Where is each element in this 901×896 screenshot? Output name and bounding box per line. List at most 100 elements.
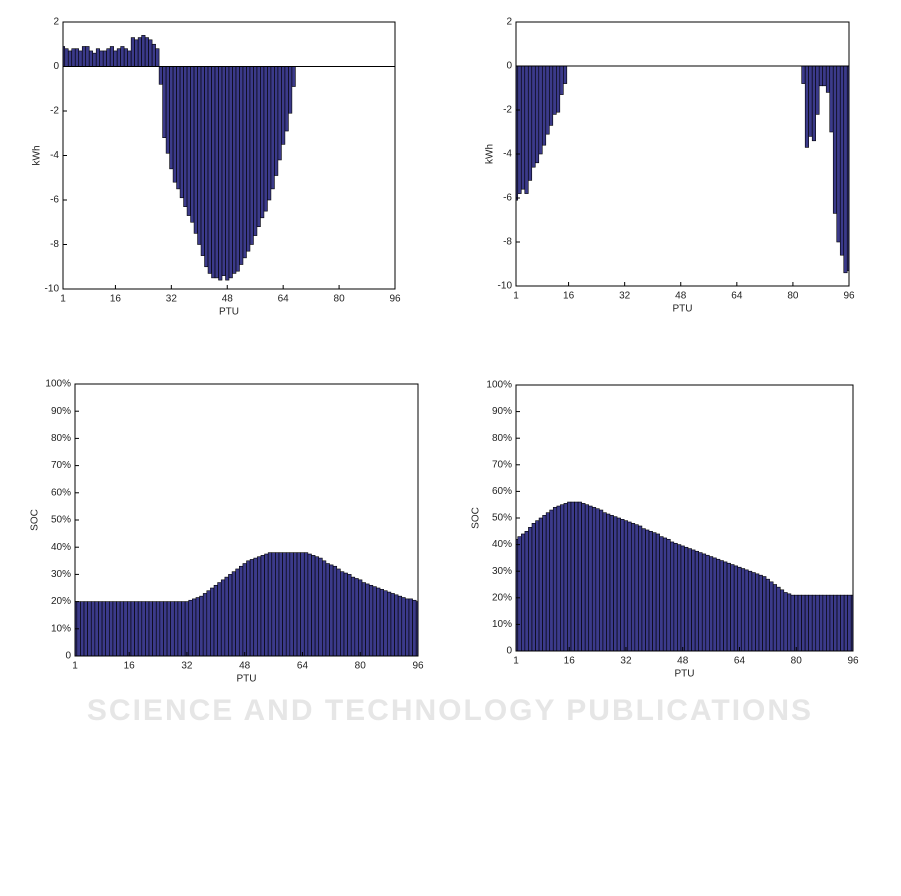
bar: [748, 570, 753, 651]
bar: [293, 552, 298, 656]
y-tick-label: 20%: [51, 596, 71, 607]
bar: [631, 523, 636, 651]
bar: [383, 590, 388, 656]
x-tick-label: 48: [677, 656, 689, 667]
bar: [772, 584, 778, 651]
bar: [235, 568, 240, 656]
bar: [783, 592, 788, 651]
bar: [242, 563, 247, 656]
bar: [659, 536, 664, 651]
bar: [517, 536, 522, 651]
bar: [620, 519, 625, 651]
bar: [127, 50, 132, 67]
bar: [563, 65, 568, 84]
bar: [638, 525, 643, 651]
bar: [284, 66, 289, 132]
y-tick-label: -8: [50, 239, 59, 250]
bar: [141, 35, 146, 67]
bar: [74, 48, 80, 67]
bar: [762, 576, 767, 651]
bar: [825, 65, 831, 93]
bar: [166, 601, 171, 656]
y-tick-label: 40%: [492, 539, 512, 550]
bar: [350, 576, 356, 656]
bar: [769, 581, 774, 651]
x-axis-label: PTU: [673, 304, 693, 315]
x-tick-label: 48: [239, 661, 251, 672]
y-tick-label: -2: [50, 106, 59, 117]
bar: [134, 39, 139, 67]
axes-box: [515, 21, 850, 287]
bar: [210, 587, 215, 656]
y-tick-label: 60%: [492, 486, 512, 497]
bar: [826, 594, 831, 651]
bar: [524, 530, 529, 651]
bar: [211, 66, 216, 279]
y-tick-label: -6: [50, 195, 59, 206]
bar: [120, 46, 125, 67]
bar: [88, 50, 93, 67]
x-tick-label: 96: [843, 291, 855, 302]
bar: [368, 584, 374, 656]
bar: [552, 507, 558, 651]
bar: [804, 65, 809, 148]
bar: [542, 65, 547, 146]
bar: [623, 520, 629, 651]
bar: [840, 594, 845, 651]
bar: [354, 578, 359, 656]
bar: [246, 560, 251, 656]
bar: [144, 37, 149, 67]
bar: [726, 562, 731, 651]
bar: [291, 66, 296, 87]
bar: [263, 66, 268, 212]
bar: [256, 66, 261, 227]
bar: [158, 66, 163, 85]
bar: [155, 48, 160, 67]
bar: [224, 576, 229, 656]
y-tick-label: 80%: [51, 433, 71, 444]
y-axis-label: SOC: [471, 507, 482, 529]
bar: [152, 601, 157, 656]
x-tick-label: 64: [297, 661, 309, 672]
x-tick-label: 64: [731, 291, 743, 302]
bar: [712, 557, 717, 651]
bar: [116, 48, 121, 67]
y-axis-label: kWh: [32, 146, 43, 166]
bar: [822, 65, 827, 87]
y-axis-label: kWh: [485, 144, 496, 164]
bar: [822, 594, 827, 651]
x-axis-label: PTU: [237, 674, 257, 685]
bar: [183, 66, 188, 207]
y-tick-label: 100%: [486, 380, 512, 391]
bar: [200, 66, 205, 256]
bar: [365, 583, 370, 656]
x-tick-label: 16: [110, 294, 122, 305]
x-tick-label: 80: [787, 291, 799, 302]
y-tick-label: -4: [50, 150, 59, 161]
bar: [282, 552, 287, 656]
y-tick-label: -6: [503, 193, 512, 204]
bar: [574, 501, 579, 651]
bar: [405, 598, 410, 656]
bar: [358, 579, 363, 656]
watermark: SCIENCE AND TECHNOLOGY PUBLICATIONS: [87, 694, 813, 727]
bar: [698, 552, 703, 651]
bar: [80, 601, 85, 656]
bar: [87, 601, 92, 656]
bar: [751, 572, 756, 651]
bar: [584, 504, 590, 651]
bar: [137, 601, 143, 656]
bar: [716, 558, 721, 651]
x-tick-label: 16: [124, 661, 136, 672]
bar: [239, 66, 244, 265]
bar: [833, 594, 838, 651]
x-tick-label: 32: [620, 656, 632, 667]
bar: [231, 571, 236, 656]
bar: [159, 601, 164, 656]
bar: [616, 517, 621, 651]
bar: [188, 599, 193, 656]
bar: [361, 582, 366, 656]
bar: [801, 594, 806, 651]
y-tick-label: 0: [506, 646, 512, 657]
